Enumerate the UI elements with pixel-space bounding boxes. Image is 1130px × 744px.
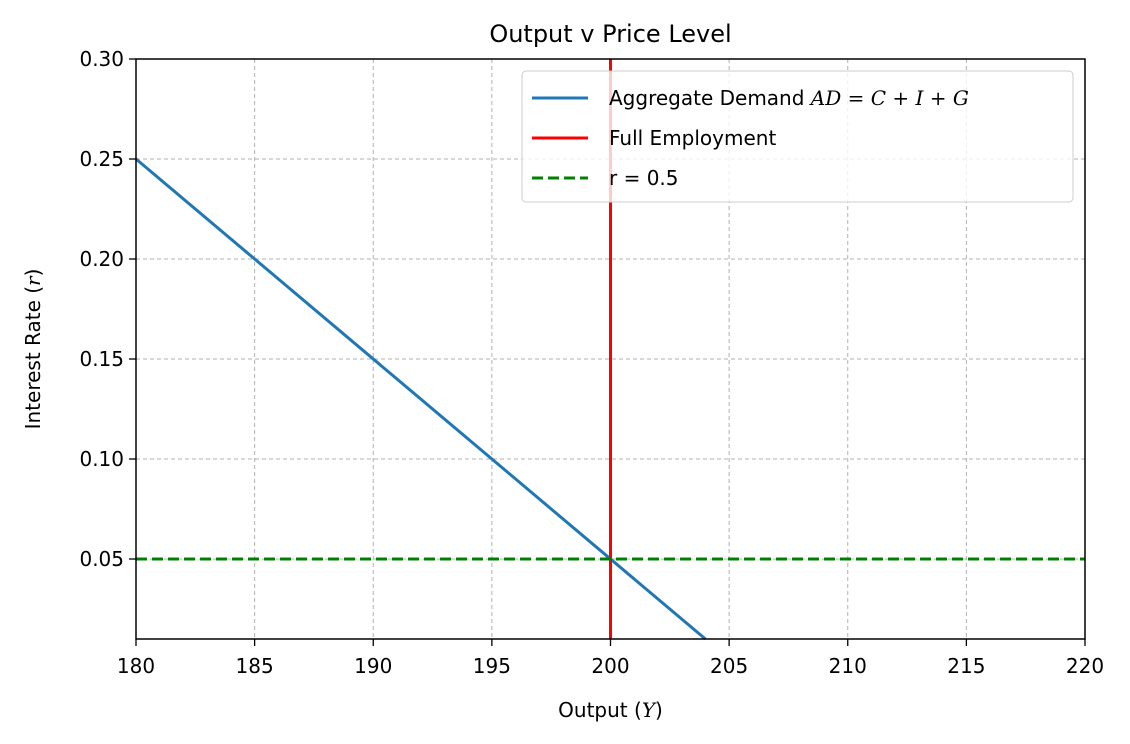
y-tick-label: 0.25	[79, 147, 124, 171]
x-tick-label: 185	[236, 654, 274, 678]
y-tick-label: 0.15	[79, 347, 124, 371]
y-tick-label: 0.05	[79, 547, 124, 571]
legend-label-aggregate-demand: Aggregate Demand AD = C + I + G	[609, 86, 969, 110]
x-tick-label: 205	[710, 654, 748, 678]
legend-label-full-employment: Full Employment	[609, 126, 776, 150]
x-tick-label: 190	[354, 654, 392, 678]
x-axis-label: Output (Y)	[558, 698, 663, 722]
chart-title: Output v Price Level	[489, 20, 731, 48]
x-tick-label: 195	[473, 654, 511, 678]
axis-ticks: 180 185 190 195 200 205 210 215 220 0.05 0.10 0.15 0…	[79, 47, 1104, 678]
aggregate-demand-line	[135, 157, 707, 641]
x-tick-label: 220	[1066, 654, 1104, 678]
x-tick-label: 210	[829, 654, 867, 678]
x-tick-label: 215	[947, 654, 985, 678]
legend-label-rate-line: r = 0.5	[609, 166, 679, 190]
x-tick-label: 200	[591, 654, 629, 678]
y-tick-label: 0.20	[79, 247, 124, 271]
y-axis-label: Interest Rate (r)	[21, 269, 45, 430]
legend-box	[521, 70, 1074, 203]
legend: Aggregate Demand AD = C + I + G Full Emp…	[521, 70, 1074, 203]
x-tick-label: 180	[117, 654, 155, 678]
y-tick-label: 0.30	[79, 47, 124, 71]
y-tick-label: 0.10	[79, 447, 124, 471]
